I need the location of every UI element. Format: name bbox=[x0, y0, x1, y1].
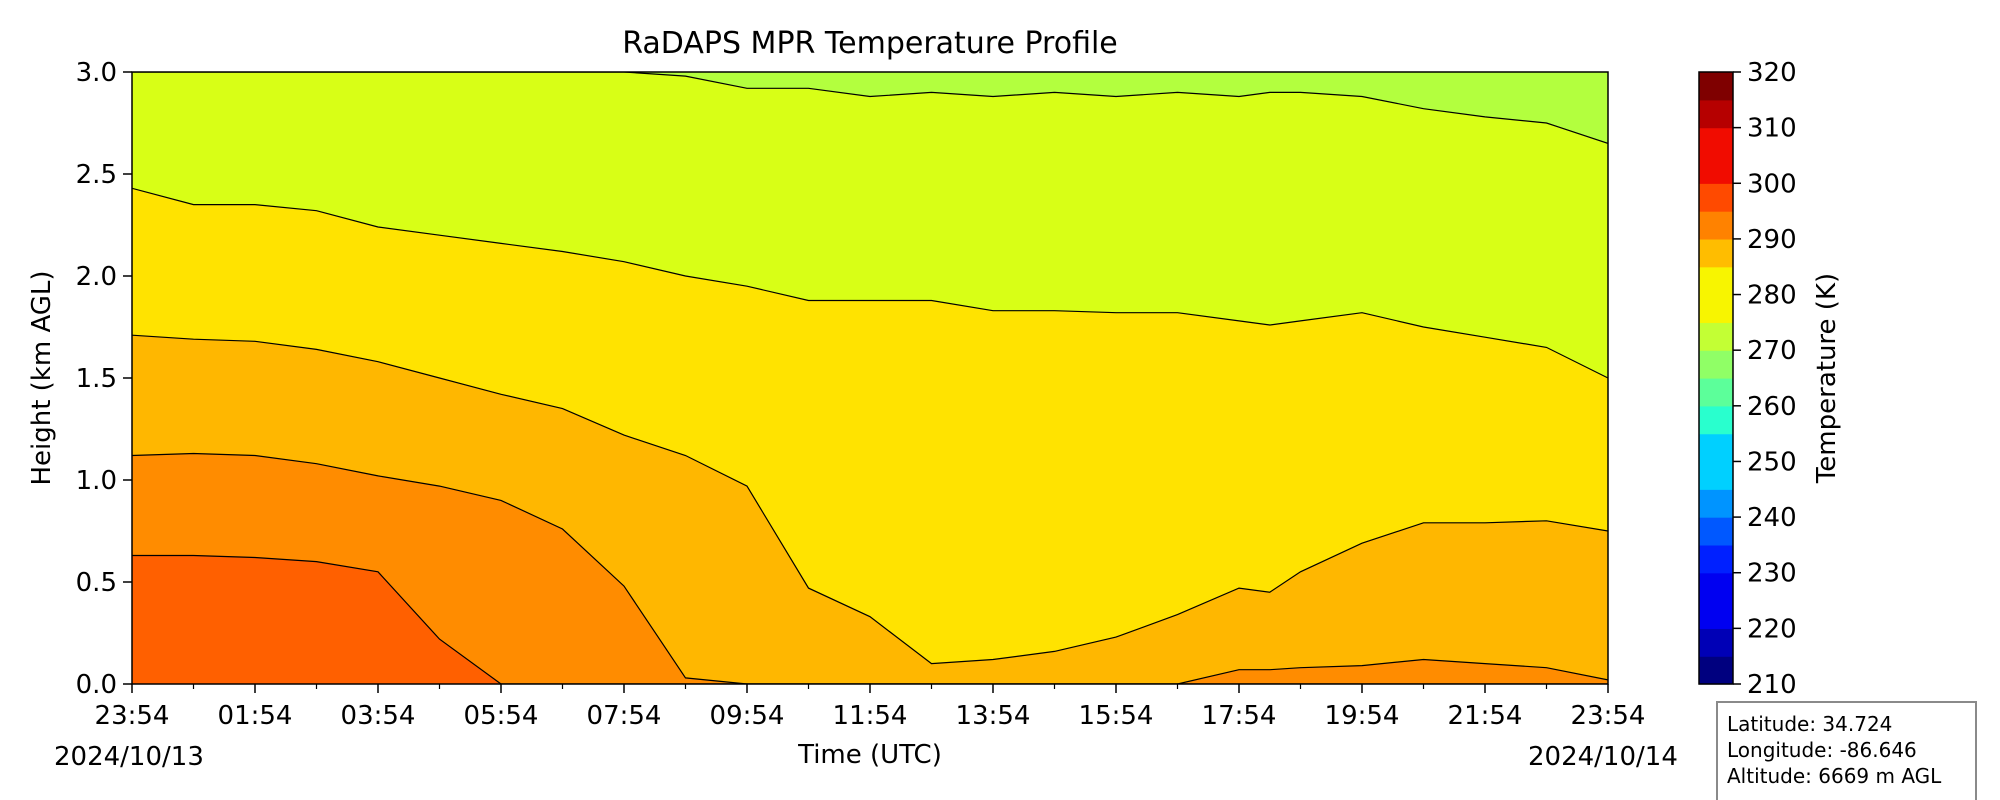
colorbar-tick-label: 270 bbox=[1747, 336, 1797, 366]
colorbar-segment bbox=[1699, 155, 1733, 184]
colorbar-segment bbox=[1699, 656, 1733, 685]
y-axis-label: Height (km AGL) bbox=[27, 270, 57, 485]
colorbar-segment bbox=[1699, 461, 1733, 490]
colorbar-segment bbox=[1699, 266, 1733, 296]
y-tick-label: 3.0 bbox=[76, 58, 117, 88]
y-tick-label: 0.0 bbox=[76, 670, 117, 700]
altitude-text: Altitude: 6669 m AGL bbox=[1727, 764, 1942, 788]
y-tick-label: 1.0 bbox=[76, 466, 117, 496]
longitude-text: Longitude: -86.646 bbox=[1727, 738, 1917, 762]
band-290-295 bbox=[132, 555, 1608, 684]
contour-line-K290 bbox=[132, 554, 1608, 684]
y-tick-label: 0.5 bbox=[76, 568, 117, 598]
x-tick-label: 17:54 bbox=[1202, 701, 1277, 731]
colorbar-segment bbox=[1699, 183, 1733, 212]
colorbar-segment bbox=[1699, 72, 1733, 101]
colorbar-frame bbox=[1698, 71, 1734, 685]
x-axis: 23:54 01:54 03:54 05:54 07:54 09:54 11:54 13:54… bbox=[95, 684, 1646, 731]
colorbar-segment bbox=[1699, 99, 1733, 129]
contour-fill-layer bbox=[132, 72, 1608, 684]
colorbar-segment bbox=[1699, 544, 1733, 574]
colorbar-segment bbox=[1699, 294, 1733, 323]
band-285-290 bbox=[132, 453, 1608, 684]
latitude-text: Latitude: 34.724 bbox=[1727, 712, 1892, 736]
contour-line-K275 bbox=[132, 187, 1608, 379]
colorbar-tick-label: 250 bbox=[1747, 447, 1797, 477]
contour-line-K285 bbox=[132, 452, 1608, 684]
colorbar: 210 220 230 240 250 260 270 280 290 300 310 320 bbox=[1698, 58, 1797, 700]
plot-area bbox=[131, 71, 1609, 685]
colorbar-segment bbox=[1699, 517, 1733, 546]
contour-line-K270 bbox=[132, 72, 1608, 144]
colorbar-tick-label: 290 bbox=[1747, 225, 1797, 255]
colorbar-tick-label: 320 bbox=[1747, 58, 1797, 88]
x-tick-label: 11:54 bbox=[833, 701, 908, 731]
chart-title: RaDAPS MPR Temperature Profile bbox=[622, 26, 1118, 61]
colorbar-tick-label: 280 bbox=[1747, 281, 1797, 311]
colorbar-tick-label: 300 bbox=[1747, 169, 1797, 199]
x-tick-label: 23:54 bbox=[1571, 701, 1646, 731]
end-date-label: 2024/10/14 bbox=[1528, 742, 1678, 772]
colorbar-segment bbox=[1699, 628, 1733, 657]
x-tick-label: 07:54 bbox=[587, 701, 662, 731]
y-axis: 0.0 0.5 1.0 1.5 2.0 2.5 3.0 bbox=[76, 58, 132, 700]
colorbar-segment bbox=[1699, 350, 1733, 379]
colorbar-tick-label: 220 bbox=[1747, 614, 1797, 644]
x-tick-label: 01:54 bbox=[218, 701, 293, 731]
colorbar-segment bbox=[1699, 433, 1733, 463]
colorbar-segment bbox=[1699, 600, 1733, 629]
x-tick-label: 21:54 bbox=[1448, 701, 1523, 731]
colorbar-segment bbox=[1699, 378, 1733, 407]
colorbar-segment bbox=[1699, 127, 1733, 157]
x-tick-label: 15:54 bbox=[1079, 701, 1154, 731]
y-tick-label: 1.5 bbox=[76, 364, 117, 394]
x-tick-label: 03:54 bbox=[341, 701, 416, 731]
colorbar-tick-label: 240 bbox=[1747, 503, 1797, 533]
colorbar-segment bbox=[1699, 238, 1733, 268]
x-tick-label: 23:54 bbox=[95, 701, 170, 731]
colorbar-tick-label: 210 bbox=[1747, 670, 1797, 700]
x-tick-label: 05:54 bbox=[464, 701, 539, 731]
x-tick-label: 19:54 bbox=[1325, 701, 1400, 731]
contour-line-layer bbox=[132, 72, 1608, 684]
colorbar-segment bbox=[1699, 322, 1733, 351]
colorbar-label: Temperature (K) bbox=[1812, 273, 1842, 484]
colorbar-segment bbox=[1699, 211, 1733, 240]
location-info-box: Latitude: 34.724 Longitude: -86.646 Alti… bbox=[1716, 701, 1977, 800]
colorbar-segment bbox=[1699, 405, 1733, 435]
colorbar-segment bbox=[1699, 572, 1733, 602]
start-date-label: 2024/10/13 bbox=[54, 742, 204, 772]
contour-line-K280 bbox=[132, 334, 1608, 665]
y-tick-label: 2.0 bbox=[76, 262, 117, 292]
y-tick-label: 2.5 bbox=[76, 160, 117, 190]
colorbar-tick-label: 310 bbox=[1747, 114, 1797, 144]
colorbar-tick-label: 260 bbox=[1747, 392, 1797, 422]
x-tick-label: 13:54 bbox=[956, 701, 1031, 731]
x-tick-label: 09:54 bbox=[710, 701, 785, 731]
colorbar-tick-label: 230 bbox=[1747, 559, 1797, 589]
colorbar-segment bbox=[1699, 489, 1733, 518]
x-axis-label: Time (UTC) bbox=[797, 740, 942, 770]
